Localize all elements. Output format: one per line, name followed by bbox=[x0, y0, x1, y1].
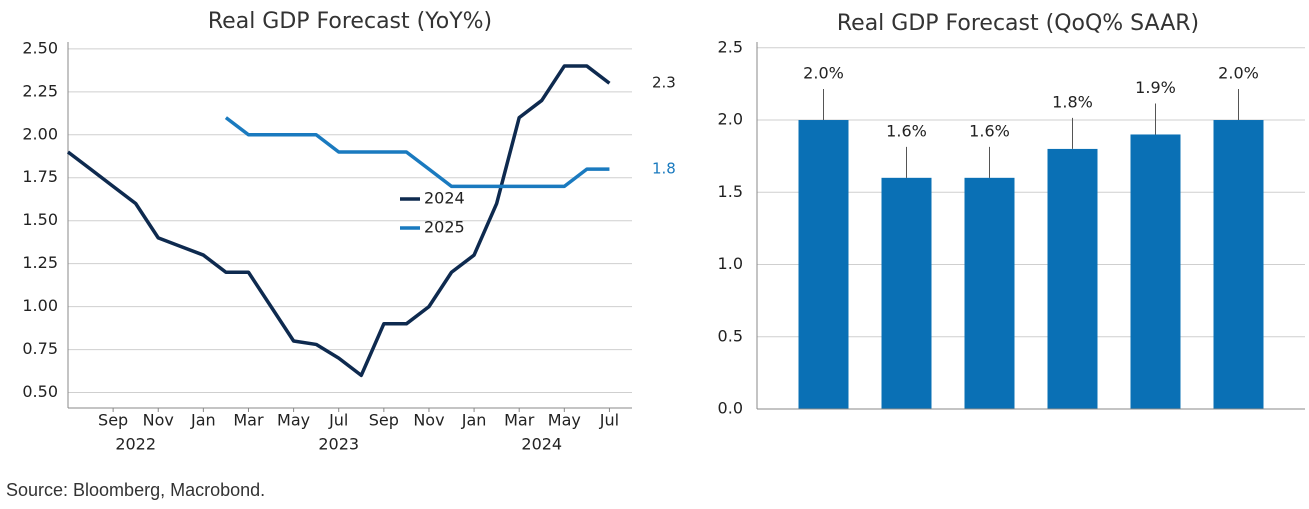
y-tick-label: 1.5 bbox=[718, 182, 743, 201]
x-year-label: 2023 bbox=[318, 435, 359, 454]
chart-title: Real GDP Forecast (QoQ% SAAR) bbox=[837, 11, 1199, 36]
x-tick-label: Jan bbox=[461, 411, 487, 430]
x-year-label: 2022 bbox=[115, 435, 156, 454]
value-label: 1.8% bbox=[1052, 92, 1093, 111]
series-line bbox=[224, 116, 610, 189]
value-label: 1.6% bbox=[886, 121, 927, 140]
y-tick-label: 2.00 bbox=[22, 124, 58, 143]
x-year-label: 2024 bbox=[521, 435, 562, 454]
bar bbox=[1213, 120, 1264, 409]
x-tick-label: May bbox=[277, 411, 310, 430]
value-label: 2.0% bbox=[1218, 64, 1259, 83]
bar bbox=[1130, 134, 1181, 409]
x-tick-label: Nov bbox=[413, 411, 444, 430]
source-note: Source: Bloomberg, Macrobond. bbox=[6, 480, 265, 500]
x-tick-label: Jul bbox=[328, 411, 348, 430]
x-tick-label: Sep bbox=[98, 411, 128, 430]
y-tick-label: 1.50 bbox=[22, 210, 58, 229]
y-tick-label: 0.0 bbox=[718, 399, 743, 418]
y-tick-label: 1.0 bbox=[718, 254, 743, 273]
x-tick-label: Nov bbox=[143, 411, 174, 430]
legend-label: 2024 bbox=[424, 189, 465, 208]
y-tick-label: 0.50 bbox=[22, 382, 58, 401]
x-tick-label: Mar bbox=[233, 411, 264, 430]
x-tick-label: Sep bbox=[369, 411, 399, 430]
x-tick-label: Jul bbox=[599, 411, 619, 430]
y-tick-label: 1.00 bbox=[22, 296, 58, 315]
y-tick-label: 0.75 bbox=[22, 339, 58, 358]
y-tick-label: 0.5 bbox=[718, 326, 743, 345]
x-tick-label: May bbox=[548, 411, 581, 430]
y-tick-label: 1.75 bbox=[22, 167, 58, 186]
legend-label: 2025 bbox=[424, 218, 465, 237]
y-tick-label: 2.50 bbox=[22, 38, 58, 57]
x-tick-label: Jan bbox=[190, 411, 216, 430]
bar bbox=[964, 177, 1015, 409]
y-tick-label: 1.25 bbox=[22, 253, 58, 272]
value-label: 2.0% bbox=[803, 64, 844, 83]
y-tick-label: 2.0 bbox=[718, 110, 743, 129]
bar bbox=[1047, 148, 1098, 409]
value-label: 1.6% bbox=[969, 121, 1010, 140]
end-value-label: 2.3 bbox=[652, 74, 676, 92]
bar bbox=[798, 120, 849, 409]
y-tick-label: 2.25 bbox=[22, 81, 58, 100]
chart-title: Real GDP Forecast (YoY%) bbox=[208, 9, 492, 34]
series-line bbox=[66, 64, 611, 378]
end-value-label: 1.8 bbox=[652, 160, 676, 178]
bar bbox=[881, 177, 932, 409]
value-label: 1.9% bbox=[1135, 78, 1176, 97]
y-tick-label: 2.5 bbox=[718, 37, 743, 56]
x-tick-label: Mar bbox=[504, 411, 535, 430]
